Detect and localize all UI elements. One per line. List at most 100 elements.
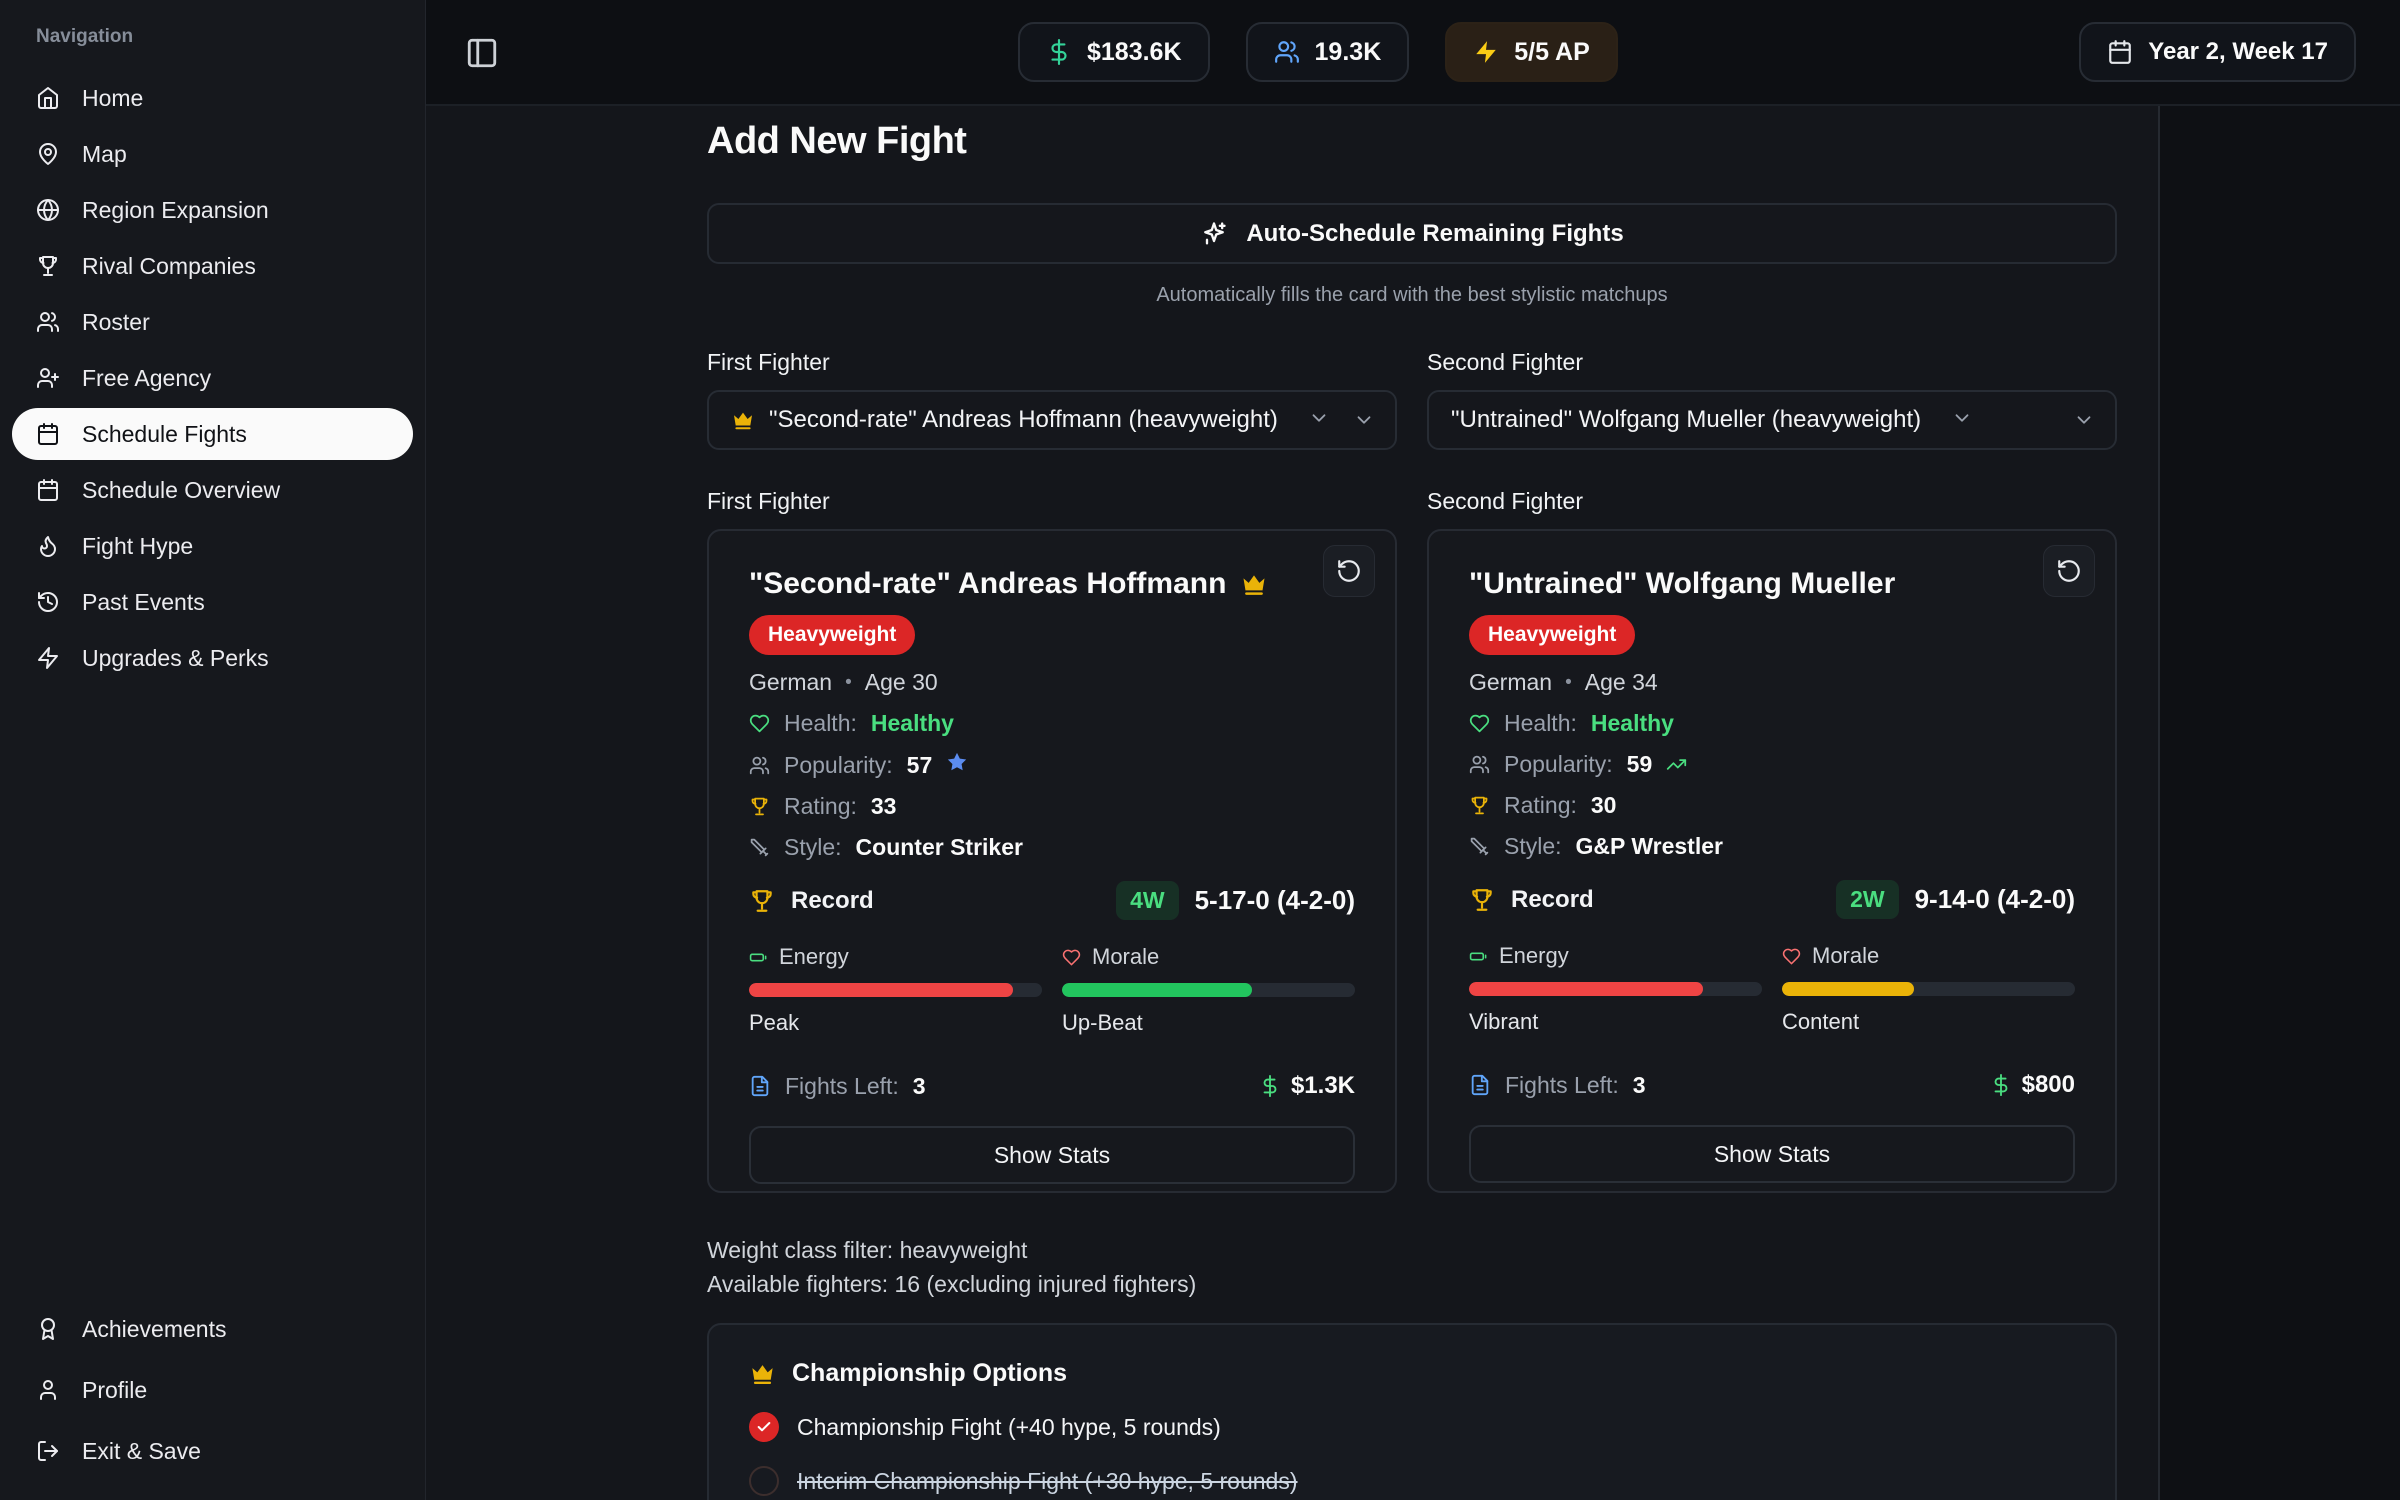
- popularity-value: 57: [906, 751, 933, 778]
- chevron-down-icon: [1951, 407, 1973, 434]
- chevron-down-icon: [1353, 409, 1375, 436]
- auto-schedule-button[interactable]: Auto-Schedule Remaining Fights: [707, 203, 2117, 264]
- morale-label: Morale: [1812, 943, 1880, 968]
- championship-fight-option[interactable]: Championship Fight (+40 hype, 5 rounds): [749, 1412, 2075, 1442]
- sidebar-item-schedule-fights[interactable]: Schedule Fights: [12, 408, 413, 460]
- trophy-icon: [36, 254, 60, 278]
- show-stats-button[interactable]: Show Stats: [749, 1126, 1355, 1184]
- sidebar-item-region-expansion[interactable]: Region Expansion: [12, 184, 413, 236]
- sidebar-item-fight-hype[interactable]: Fight Hype: [12, 520, 413, 572]
- sidebar-item-rival-companies[interactable]: Rival Companies: [12, 240, 413, 292]
- reroll-fighter-button[interactable]: [1323, 545, 1375, 597]
- dot-separator: •: [845, 671, 852, 693]
- dollar-icon: [1046, 39, 1072, 65]
- sidebar-item-label: Exit & Save: [82, 1437, 201, 1464]
- money-value: $183.6K: [1087, 37, 1182, 66]
- population-badge[interactable]: 19.3K: [1245, 22, 1410, 82]
- energy-bar-fill: [1469, 982, 1704, 996]
- user-plus-icon: [36, 366, 60, 390]
- age: Age 30: [864, 669, 938, 695]
- user-icon: [36, 1378, 60, 1402]
- sidebar-item-label: Home: [82, 84, 144, 111]
- fighter-selectors: First Fighter "Second-rate" Andreas Hoff…: [707, 349, 2117, 450]
- sidebar-item-achievements[interactable]: Achievements: [12, 1301, 413, 1357]
- sword-icon: [1469, 836, 1490, 857]
- energy-label: Energy: [1499, 943, 1569, 968]
- popularity-row: Popularity: 57: [749, 751, 1355, 779]
- sidebar-item-schedule-overview[interactable]: Schedule Overview: [12, 464, 413, 516]
- zap-icon: [36, 646, 60, 670]
- filter-note: Weight class filter: heavyweight Availab…: [707, 1233, 2117, 1301]
- energy-bar: [1469, 982, 1762, 996]
- battery-icon: [1469, 947, 1488, 966]
- morale-block: Morale Up-Beat: [1062, 944, 1355, 1036]
- battery-icon: [749, 948, 768, 967]
- map-pin-icon: [36, 142, 60, 166]
- sidebar-toggle-button[interactable]: [464, 35, 500, 71]
- sidebar-item-label: Roster: [82, 308, 150, 335]
- trending-up-icon: [1666, 754, 1687, 775]
- sidebar-item-past-events[interactable]: Past Events: [12, 576, 413, 628]
- record-row: Record 2W 9-14-0 (4-2-0): [1469, 880, 2075, 919]
- age: Age 34: [1584, 669, 1658, 695]
- sidebar-item-label: Free Agency: [82, 364, 212, 391]
- style-value: Counter Striker: [855, 834, 1023, 860]
- sidebar-item-label: Schedule Fights: [82, 420, 247, 447]
- chevron-down-icon: [2073, 409, 2095, 436]
- sidebar-item-upgrades-perks[interactable]: Upgrades & Perks: [12, 632, 413, 684]
- sidebar-item-label: Past Events: [82, 588, 205, 615]
- style-row: Style: Counter Striker: [749, 834, 1355, 861]
- reroll-fighter-button[interactable]: [2043, 545, 2095, 597]
- energy-bar: [749, 983, 1042, 997]
- sidebar-item-home[interactable]: Home: [12, 72, 413, 124]
- panel-left-icon: [465, 36, 499, 70]
- morale-state: Up-Beat: [1062, 1010, 1143, 1035]
- energy-state: Vibrant: [1469, 1009, 1539, 1034]
- sidebar-item-profile[interactable]: Profile: [12, 1362, 413, 1418]
- chevron-down-icon: [1308, 407, 1330, 434]
- weight-class-badge: Heavyweight: [1469, 615, 1636, 655]
- action-points-badge[interactable]: 5/5 AP: [1445, 22, 1618, 82]
- heart-icon: [749, 713, 770, 734]
- first-fighter-card-block: First Fighter "Second-rate" Andreas Hoff…: [707, 488, 1397, 1193]
- file-text-icon: [1469, 1074, 1491, 1096]
- check-icon: [756, 1419, 772, 1435]
- date-badge[interactable]: Year 2, Week 17: [2079, 22, 2356, 82]
- sidebar-item-free-agency[interactable]: Free Agency: [12, 352, 413, 404]
- sidebar-item-label: Achievements: [82, 1315, 227, 1342]
- sidebar-item-exit-save[interactable]: Exit & Save: [12, 1423, 413, 1479]
- health-row: Health: Healthy: [749, 710, 1355, 737]
- morale-bar-fill: [1062, 983, 1253, 997]
- rotate-ccw-icon: [1336, 558, 1362, 584]
- second-fighter-selector-block: Second Fighter "Untrained" Wolfgang Muel…: [1427, 349, 2117, 450]
- first-fighter-selector-block: First Fighter "Second-rate" Andreas Hoff…: [707, 349, 1397, 450]
- second-fighter-dropdown[interactable]: "Untrained" Wolfgang Mueller (heavyweigh…: [1427, 390, 2117, 450]
- globe-icon: [36, 198, 60, 222]
- show-stats-button[interactable]: Show Stats: [1469, 1125, 2075, 1183]
- zap-icon: [1473, 39, 1499, 65]
- content-area[interactable]: Add New Fight Auto-Schedule Remaining Fi…: [426, 106, 2160, 1500]
- morale-block: Morale Content: [1782, 943, 2075, 1035]
- fights-left-value: 3: [1632, 1071, 1646, 1098]
- sidebar-item-map[interactable]: Map: [12, 128, 413, 180]
- interim-championship-fight-option[interactable]: Interim Championship Fight (+30 hype, 5 …: [749, 1466, 2075, 1496]
- win-streak-badge: 2W: [1836, 880, 1899, 919]
- first-fighter-dropdown-value: "Second-rate" Andreas Hoffmann (heavywei…: [769, 406, 1278, 433]
- record-value: 5-17-0 (4-2-0): [1194, 885, 1355, 915]
- auto-schedule-hint: Automatically fills the card with the be…: [1156, 284, 1668, 306]
- history-icon: [36, 590, 60, 614]
- first-fighter-selector-label: First Fighter: [707, 349, 830, 375]
- morale-state: Content: [1782, 1009, 1860, 1034]
- weight-class-badge: Heavyweight: [749, 615, 916, 655]
- popularity-row: Popularity: 59: [1469, 751, 2075, 778]
- sidebar-item-roster[interactable]: Roster: [12, 296, 413, 348]
- status-bars: Energy Peak: [749, 944, 1355, 1036]
- sidebar-item-label: Map: [82, 140, 127, 167]
- championship-fight-label: Championship Fight (+40 hype, 5 rounds): [797, 1413, 1221, 1440]
- log-out-icon: [36, 1439, 60, 1463]
- sidebar-item-label: Region Expansion: [82, 196, 269, 223]
- morale-label: Morale: [1092, 944, 1160, 969]
- first-fighter-dropdown[interactable]: "Second-rate" Andreas Hoffmann (heavywei…: [707, 390, 1397, 450]
- heart-icon: [1469, 713, 1490, 734]
- money-badge[interactable]: $183.6K: [1018, 22, 1210, 82]
